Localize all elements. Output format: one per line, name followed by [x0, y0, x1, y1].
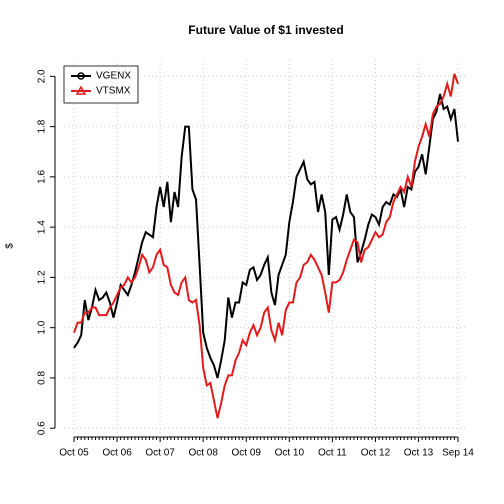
- x-tick-label: Oct 05: [59, 448, 89, 459]
- x-tick-label: Oct 09: [232, 448, 262, 459]
- y-tick-label: 1.8: [37, 119, 48, 133]
- x-tick-label: Sep 14: [442, 448, 474, 459]
- chart-title: Future Value of $1 invested: [188, 23, 343, 37]
- y-tick-label: 0.8: [37, 371, 48, 385]
- series-line: [73, 73, 459, 419]
- y-tick-label: 2.0: [37, 69, 48, 83]
- x-tick-label: Oct 13: [404, 448, 434, 459]
- x-tick-label: Oct 11: [318, 448, 347, 459]
- series-line: [73, 93, 459, 379]
- legend-label: VTSMX: [96, 86, 131, 97]
- legend-marker: [77, 72, 85, 80]
- y-tick-label: 1.0: [37, 320, 48, 334]
- x-tick-label: Oct 08: [188, 448, 218, 459]
- x-tick-label: Oct 12: [361, 448, 391, 459]
- y-axis-label: $: [5, 243, 16, 249]
- legend-label: VGENX: [96, 71, 131, 82]
- x-tick-label: Oct 07: [145, 448, 175, 459]
- y-tick-label: 1.2: [37, 270, 48, 284]
- y-tick-label: 1.4: [37, 220, 48, 234]
- legend-box: [63, 65, 139, 104]
- y-tick-label: 1.6: [37, 169, 48, 183]
- x-tick-label: Oct 06: [102, 448, 132, 459]
- legend-marker: [75, 85, 87, 95]
- x-tick-label: Oct 10: [275, 448, 305, 459]
- y-tick-label: 0.6: [37, 421, 48, 435]
